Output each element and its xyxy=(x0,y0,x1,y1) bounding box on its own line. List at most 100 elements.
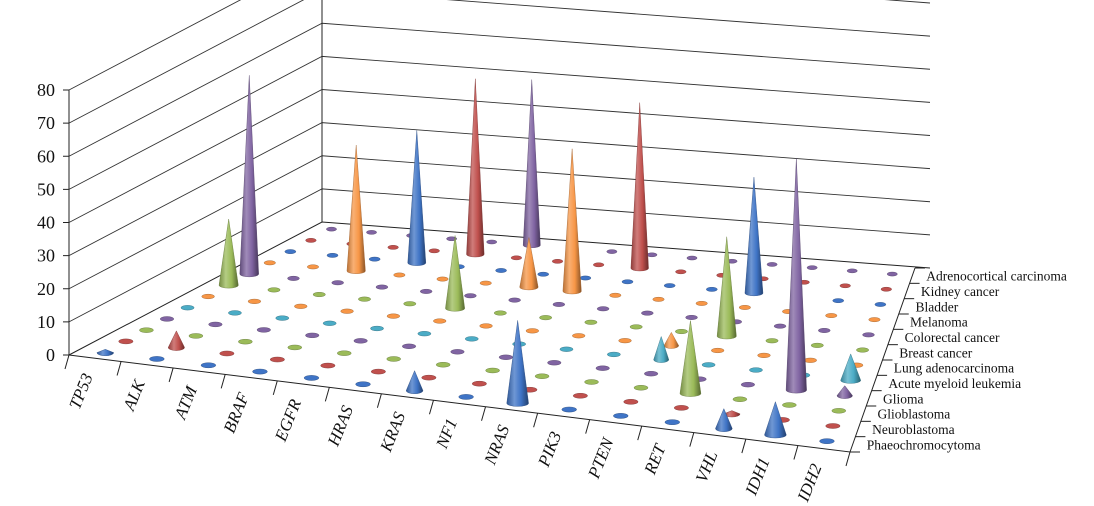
zero-marker xyxy=(621,279,634,285)
zero-marker xyxy=(765,338,779,344)
zero-marker xyxy=(180,305,195,311)
zero-marker xyxy=(673,405,689,411)
zero-marker xyxy=(609,292,622,298)
x-tick-label: VHL xyxy=(692,448,722,485)
zero-marker xyxy=(294,303,308,309)
zero-marker xyxy=(386,313,400,319)
zero-marker xyxy=(839,283,851,289)
zero-marker xyxy=(428,248,440,254)
zero-marker xyxy=(208,321,223,328)
zero-marker xyxy=(275,315,290,321)
zero-marker xyxy=(686,255,698,261)
zero-marker xyxy=(561,406,577,413)
zero-marker xyxy=(420,288,433,294)
zero-marker xyxy=(675,329,688,334)
cone-mark xyxy=(239,75,259,278)
zero-marker xyxy=(782,402,797,408)
zero-marker xyxy=(464,293,477,299)
zero-marker xyxy=(595,365,610,371)
zero-marker xyxy=(766,262,778,267)
zero-marker xyxy=(572,393,588,399)
x-tick xyxy=(741,438,747,454)
zero-marker xyxy=(862,332,875,338)
zero-marker xyxy=(479,280,492,286)
zero-marker xyxy=(641,310,654,316)
series-label: Acute myeloid leukemia xyxy=(888,376,1021,391)
cone-mark xyxy=(96,349,114,356)
series-label: Kidney cancer xyxy=(921,284,1000,299)
zero-marker xyxy=(485,367,500,374)
cone-mark xyxy=(715,408,733,432)
zero-marker xyxy=(495,268,507,273)
cone-mark xyxy=(445,235,465,312)
zero-marker xyxy=(803,357,817,363)
x-tick xyxy=(168,367,174,383)
zero-marker xyxy=(326,226,337,232)
zero-marker xyxy=(706,287,718,292)
zero-marker xyxy=(284,249,297,254)
x-tick xyxy=(220,374,226,389)
zero-marker xyxy=(370,325,384,332)
zero-marker xyxy=(552,259,564,264)
zero-marker xyxy=(623,399,639,405)
zero-marker xyxy=(646,252,658,258)
series-label: Glioma xyxy=(883,391,924,406)
cone-mark xyxy=(506,320,529,407)
zero-marker xyxy=(435,362,451,368)
zero-marker xyxy=(732,396,748,402)
zero-marker xyxy=(534,373,550,379)
zero-marker xyxy=(393,272,406,278)
y-tick-label: 50 xyxy=(37,179,55,199)
cone-mark xyxy=(346,145,366,274)
zero-marker xyxy=(269,356,285,363)
zero-marker xyxy=(256,327,271,333)
zero-marker xyxy=(287,344,302,351)
zero-marker xyxy=(436,276,449,282)
x-tick-label: IDH2 xyxy=(793,461,826,505)
zero-marker xyxy=(846,268,858,274)
zero-marker xyxy=(825,423,841,429)
y-tick-label: 70 xyxy=(37,113,55,133)
zero-marker xyxy=(320,362,336,369)
zero-marker xyxy=(880,286,892,292)
zero-marker xyxy=(740,382,755,388)
zero-marker xyxy=(403,301,417,307)
zero-marker xyxy=(525,328,539,334)
x-tick xyxy=(533,413,539,428)
x-axis-labels: TP53 ALK ATM BRAF EGFR HRAS KRAS NF1 NRAS PIK3 PTE… xyxy=(65,371,826,505)
x-tick-label: BRAF xyxy=(220,389,253,435)
zero-marker xyxy=(450,349,465,355)
zero-marker xyxy=(510,255,522,261)
cone-mark xyxy=(522,79,541,248)
zero-marker xyxy=(118,338,134,345)
x-tick-label: PIK3 xyxy=(534,429,565,470)
y-tick-label: 80 xyxy=(37,80,55,100)
zero-marker xyxy=(806,265,818,270)
zero-marker xyxy=(547,360,562,366)
cone-mark xyxy=(218,218,239,289)
zero-marker xyxy=(701,362,716,368)
x-tick xyxy=(689,432,695,447)
chart-walls xyxy=(68,0,931,356)
zero-marker xyxy=(149,356,165,362)
zero-marker xyxy=(353,338,368,344)
y-tick-label: 10 xyxy=(37,312,55,332)
zero-marker xyxy=(479,323,493,329)
cone-mark xyxy=(663,331,679,349)
x-tick xyxy=(428,400,434,415)
zero-marker xyxy=(322,320,337,326)
x-tick-label: TP53 xyxy=(65,371,96,412)
y-tick-label: 0 xyxy=(46,345,55,365)
x-tick-label: PTEN xyxy=(584,434,618,482)
x-tick-label: RET xyxy=(640,440,670,478)
zero-marker xyxy=(868,317,881,323)
zero-marker xyxy=(326,253,339,258)
gridline xyxy=(68,0,931,91)
zero-marker xyxy=(219,350,235,357)
chart-cones xyxy=(96,75,898,444)
zero-marker xyxy=(810,342,824,348)
zero-marker xyxy=(228,310,242,316)
zero-marker xyxy=(267,287,281,293)
cone-mark xyxy=(840,353,861,384)
